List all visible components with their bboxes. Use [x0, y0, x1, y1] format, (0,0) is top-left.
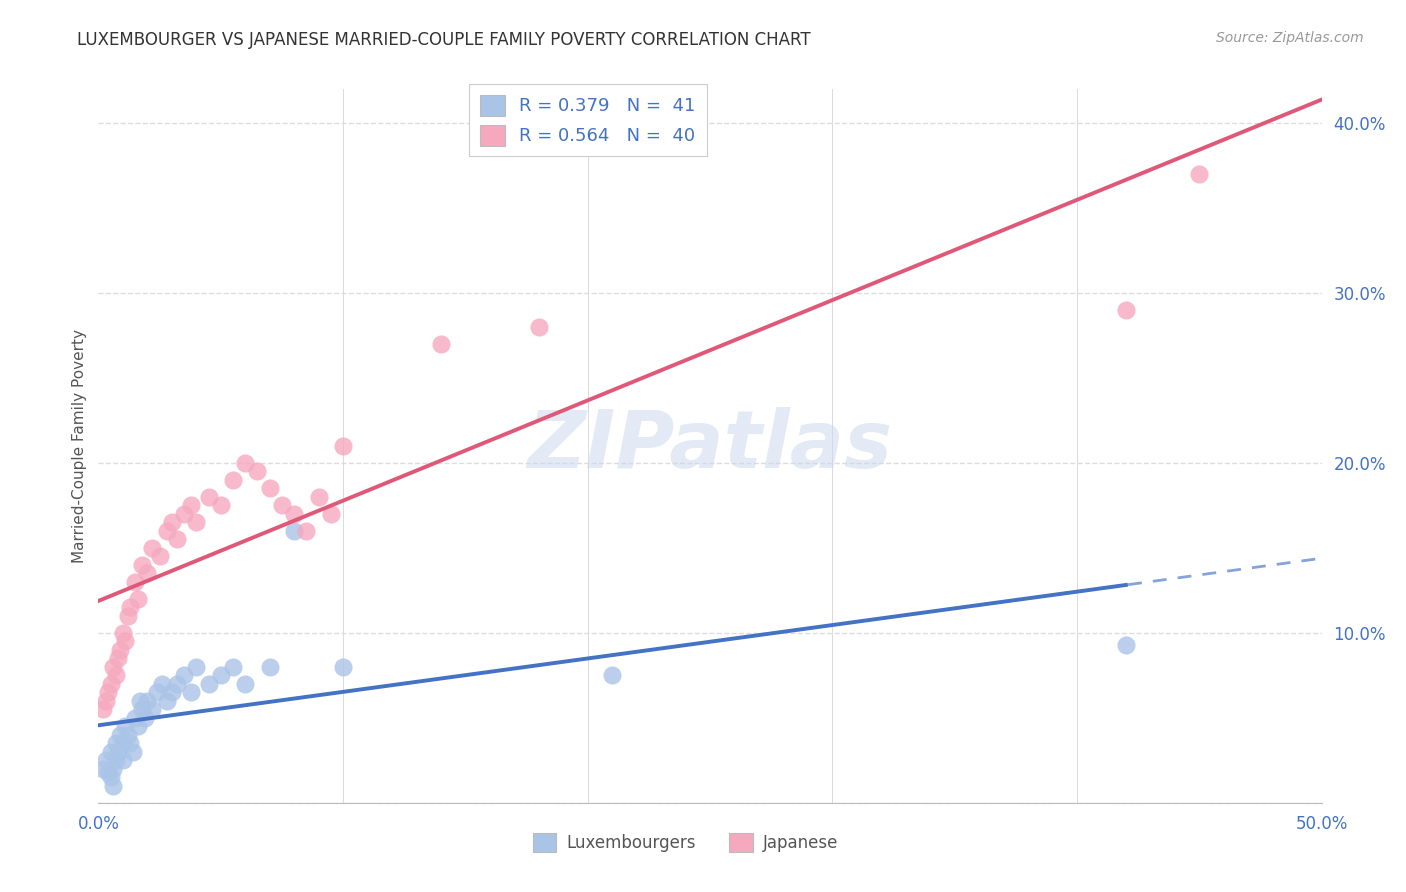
Point [141, 541, 163, 555]
Point [107, 745, 129, 759]
Point [600, 668, 623, 682]
Point [127, 591, 149, 606]
Point [120, 600, 142, 615]
Point [332, 660, 354, 674]
Y-axis label: Married-Couple Family Poverty: Married-Couple Family Poverty [72, 329, 87, 563]
Point [160, 685, 183, 699]
Point [101, 779, 124, 793]
Point [127, 719, 149, 733]
Point [319, 507, 342, 521]
Point [156, 694, 179, 708]
Point [222, 660, 245, 674]
Point [233, 677, 256, 691]
Point [104, 736, 127, 750]
Point [166, 533, 188, 547]
Point [180, 685, 202, 699]
Point [110, 728, 132, 742]
Point [141, 702, 163, 716]
Point [259, 482, 281, 496]
Point [104, 668, 127, 682]
Point [131, 702, 153, 716]
Point [131, 558, 153, 572]
Point [222, 473, 245, 487]
Point [111, 753, 134, 767]
Point [186, 516, 208, 530]
Text: ZIPatlas: ZIPatlas [527, 407, 893, 485]
Point [91, 762, 114, 776]
Point [101, 660, 124, 674]
Legend: Luxembourgers, Japanese: Luxembourgers, Japanese [526, 826, 845, 859]
Point [117, 608, 139, 623]
Point [94, 694, 117, 708]
Point [259, 660, 281, 674]
Point [94, 753, 117, 767]
Point [197, 490, 219, 504]
Point [136, 566, 159, 581]
Point [100, 770, 122, 784]
Point [129, 694, 152, 708]
Point [160, 516, 183, 530]
Point [117, 728, 139, 742]
Point [295, 524, 318, 538]
Point [101, 762, 124, 776]
Point [149, 549, 172, 564]
Point [308, 490, 330, 504]
Point [114, 634, 136, 648]
Point [186, 660, 208, 674]
Point [430, 337, 453, 351]
Point [209, 668, 232, 682]
Point [1115, 638, 1137, 652]
Point [246, 465, 269, 479]
Point [173, 668, 195, 682]
Point [111, 736, 134, 750]
Point [283, 507, 305, 521]
Point [114, 719, 136, 733]
Point [100, 677, 122, 691]
Point [107, 651, 129, 665]
Point [1115, 303, 1137, 318]
Point [100, 745, 122, 759]
Point [156, 524, 179, 538]
Point [233, 456, 256, 470]
Point [97, 765, 120, 780]
Point [120, 736, 142, 750]
Point [166, 677, 188, 691]
Point [150, 677, 173, 691]
Text: Source: ZipAtlas.com: Source: ZipAtlas.com [1216, 31, 1364, 45]
Point [180, 499, 202, 513]
Point [124, 711, 146, 725]
Point [173, 507, 195, 521]
Point [527, 320, 550, 334]
Point [97, 685, 120, 699]
Point [136, 694, 159, 708]
Point [110, 643, 132, 657]
Point [332, 439, 354, 453]
Point [111, 626, 134, 640]
Point [146, 685, 169, 699]
Point [209, 499, 232, 513]
Point [104, 753, 127, 767]
Point [1188, 167, 1211, 181]
Point [283, 524, 305, 538]
Text: LUXEMBOURGER VS JAPANESE MARRIED-COUPLE FAMILY POVERTY CORRELATION CHART: LUXEMBOURGER VS JAPANESE MARRIED-COUPLE … [77, 31, 811, 49]
Point [270, 499, 294, 513]
Point [124, 574, 146, 589]
Point [197, 677, 219, 691]
Point [121, 745, 143, 759]
Point [134, 711, 156, 725]
Point [91, 702, 114, 716]
